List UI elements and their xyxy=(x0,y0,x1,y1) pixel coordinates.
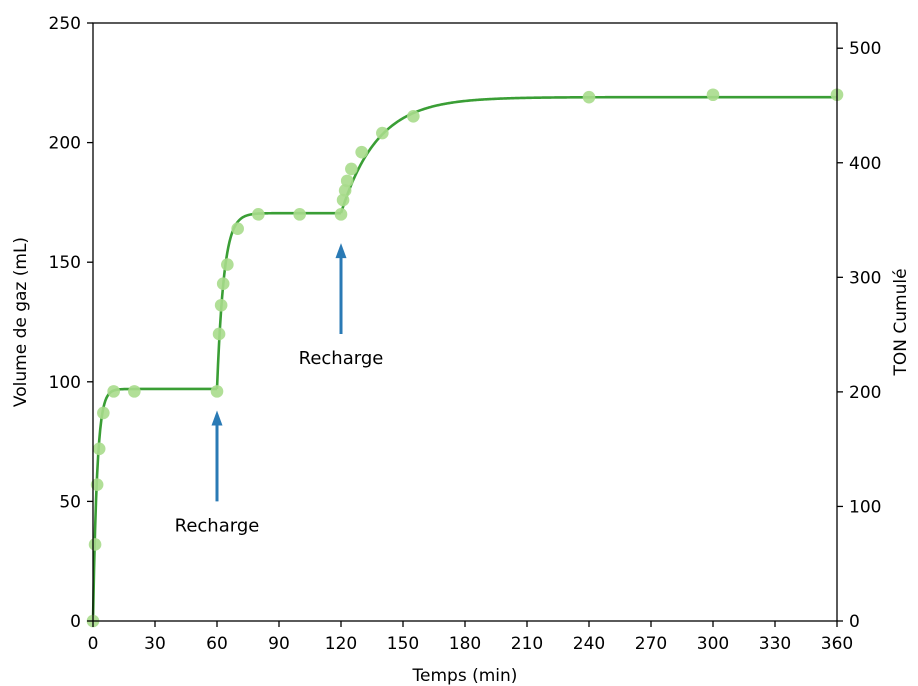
x-tick-label: 270 xyxy=(635,634,667,654)
y2-axis-title: TON Cumulé xyxy=(891,268,911,376)
x-tick-label: 90 xyxy=(268,634,290,654)
data-point xyxy=(88,538,102,551)
data-point xyxy=(214,298,228,312)
data-point xyxy=(210,385,224,398)
y2-tick-label: 100 xyxy=(849,497,881,517)
recharge-arrow-head-2 xyxy=(335,243,347,259)
y-tick-label: 250 xyxy=(49,14,81,34)
data-point xyxy=(338,184,352,197)
x-tick-label: 150 xyxy=(387,634,419,654)
data-point xyxy=(334,208,348,221)
y2-tick-label: 0 xyxy=(849,612,860,632)
data-point xyxy=(252,208,265,221)
annotations: Recharge Recharge xyxy=(175,243,384,536)
data-point xyxy=(212,327,226,341)
recharge-arrow-head-1 xyxy=(211,410,223,426)
data-point xyxy=(336,193,350,207)
data-point xyxy=(107,385,120,398)
data-point xyxy=(582,90,596,104)
data-point xyxy=(293,208,306,221)
x-tick-label: 300 xyxy=(697,634,729,654)
y-tick-label: 0 xyxy=(70,612,81,632)
x-axis-ticks: 0 30 60 90 120 150 180 210 240 270 300 330 360 xyxy=(88,621,853,654)
data-point xyxy=(231,222,244,236)
x-tick-label: 210 xyxy=(511,634,543,654)
data-point xyxy=(407,109,420,123)
plot-area xyxy=(93,23,837,621)
x-tick-label: 120 xyxy=(325,634,357,654)
x-tick-label: 30 xyxy=(144,634,166,654)
data-point xyxy=(376,126,389,140)
x-tick-label: 180 xyxy=(449,634,481,654)
data-point xyxy=(221,258,234,271)
data-point xyxy=(97,406,110,420)
data-point xyxy=(90,478,104,491)
x-tick-label: 0 xyxy=(88,634,99,654)
x-tick-label: 360 xyxy=(821,634,853,654)
y-tick-label: 200 xyxy=(49,134,81,154)
y2-tick-label: 300 xyxy=(849,268,881,288)
data-point xyxy=(216,277,230,291)
recharge-label-2: Recharge xyxy=(299,348,384,369)
data-point xyxy=(128,385,141,398)
fit-line-segment-2 xyxy=(215,211,341,390)
data-point xyxy=(340,174,354,188)
y-axis-ticks: 0 50 100 150 200 250 xyxy=(49,14,93,632)
data-points xyxy=(86,88,844,628)
recharge-label-1: Recharge xyxy=(175,515,260,536)
y-tick-label: 50 xyxy=(59,492,81,512)
y2-tick-label: 400 xyxy=(849,154,881,174)
y2-axis-ticks: 0 100 200 300 400 500 xyxy=(837,39,881,632)
x-axis-title: Temps (min) xyxy=(412,666,518,686)
data-point xyxy=(355,145,368,159)
y2-tick-label: 500 xyxy=(849,39,881,59)
data-point xyxy=(92,442,106,456)
y-tick-label: 150 xyxy=(49,253,81,273)
x-tick-label: 240 xyxy=(573,634,605,654)
y-axis-title: Volume de gaz (mL) xyxy=(11,237,31,407)
y2-tick-label: 200 xyxy=(849,383,881,403)
y-tick-label: 100 xyxy=(49,373,81,393)
data-point xyxy=(345,162,358,176)
data-point xyxy=(706,88,720,102)
x-tick-label: 330 xyxy=(759,634,791,654)
x-tick-label: 60 xyxy=(206,634,228,654)
